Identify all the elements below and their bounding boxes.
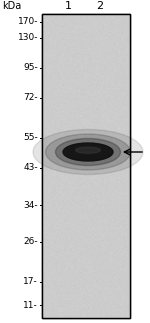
Ellipse shape [56,139,120,165]
Text: 72-: 72- [23,93,38,102]
Text: 34-: 34- [23,201,38,210]
Text: 43-: 43- [23,163,38,172]
Text: 55-: 55- [23,133,38,142]
Ellipse shape [63,143,113,161]
Text: 170-: 170- [18,17,38,26]
Bar [42,14,130,318]
Ellipse shape [33,130,143,174]
Ellipse shape [75,147,100,153]
Bar [42,14,130,318]
Text: 2: 2 [96,1,104,11]
Ellipse shape [45,134,130,170]
Text: 1: 1 [64,1,72,11]
Text: 11-: 11- [23,300,38,309]
Text: 17-: 17- [23,277,38,287]
Text: 26-: 26- [23,237,38,246]
Text: 95-: 95- [23,64,38,72]
Text: kDa: kDa [2,1,21,11]
Text: 130-: 130- [18,34,38,43]
